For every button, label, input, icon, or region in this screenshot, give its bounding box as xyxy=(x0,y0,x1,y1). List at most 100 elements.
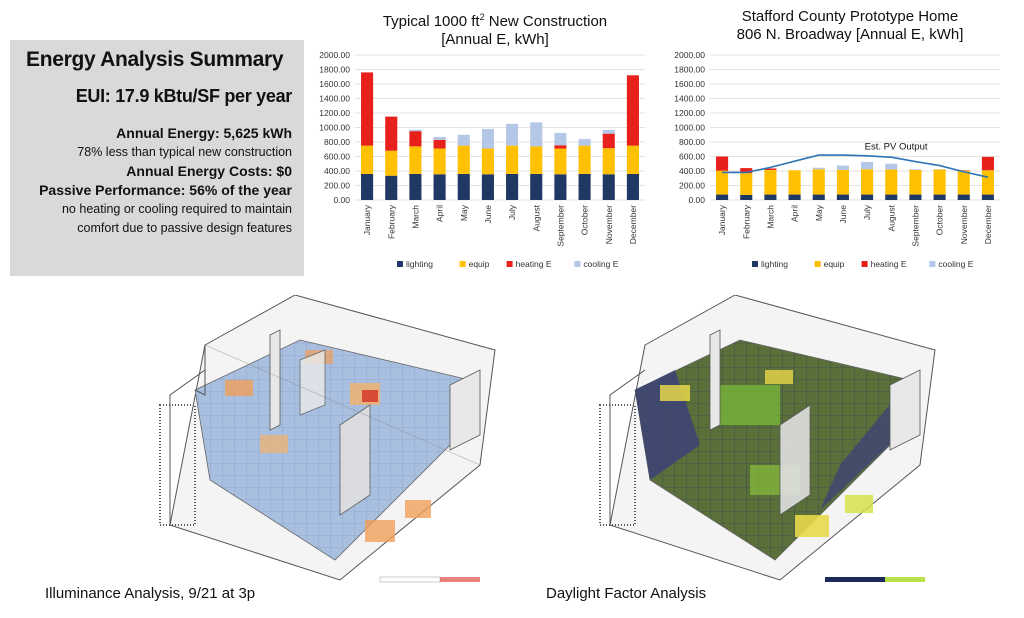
legend-swatch xyxy=(506,261,513,267)
pv-output-annotation: Est. PV Output xyxy=(865,141,928,152)
y-tick-label: 1400.00 xyxy=(319,94,350,104)
bar-heating-e xyxy=(764,168,777,170)
y-tick-label: 0.00 xyxy=(333,195,350,205)
bar-lighting xyxy=(433,174,446,200)
bar-lighting xyxy=(361,173,374,200)
x-tick-label: February xyxy=(386,204,396,239)
bar-lighting xyxy=(764,194,777,200)
legend-label: equip xyxy=(469,259,490,269)
bar-lighting xyxy=(836,194,849,200)
bar-lighting xyxy=(385,175,398,200)
bar-heating-e xyxy=(602,133,615,149)
x-tick-label: July xyxy=(507,204,517,220)
y-tick-label: 1600.00 xyxy=(674,79,705,89)
x-tick-label: February xyxy=(741,204,751,239)
bar-equip xyxy=(933,169,946,195)
legend-swatch xyxy=(861,261,868,267)
bar-equip xyxy=(578,145,591,174)
bar-cooling-e xyxy=(885,163,898,170)
passive-note-2: comfort due to passive design features xyxy=(77,221,292,235)
x-tick-label: November xyxy=(959,205,969,244)
bar-heating-e xyxy=(740,168,753,174)
legend-label: lighting xyxy=(761,259,788,269)
chart1-title-sup: 2 xyxy=(479,12,485,22)
bar-cooling-e xyxy=(530,122,543,147)
y-tick-label: 1800.00 xyxy=(319,65,350,75)
y-tick-label: 0.00 xyxy=(688,195,705,205)
chart-typical-construction: 0.00 200.00 400.00 600.00 800.00 1000.00 1200.… xyxy=(319,50,645,269)
x-tick-label: July xyxy=(862,204,872,220)
chart-prototype-home: 0.00 200.00 400.00 600.00 800.00 1000.00 1200.… xyxy=(674,50,1000,269)
bar-equip xyxy=(909,169,922,195)
y-tick-label: 800.00 xyxy=(324,137,350,147)
pv-output-line xyxy=(722,154,989,178)
bar-cooling-e xyxy=(554,132,567,146)
x-tick-label: August xyxy=(886,204,896,231)
illuminance-caption: Illuminance Analysis, 9/21 at 3p xyxy=(45,585,256,602)
bar-lighting xyxy=(957,194,970,200)
x-tick-label: October xyxy=(935,205,945,235)
bar-equip xyxy=(481,148,494,175)
bar-cooling-e xyxy=(506,123,519,146)
energy-summary-panel: Energy Analysis Summary EUI: 17.9 kBtu/S… xyxy=(10,40,304,276)
x-tick-label: May xyxy=(814,204,824,221)
bar-equip xyxy=(554,148,567,175)
legend-label: heating E xyxy=(516,259,552,269)
chart1-title-line1-end: New Construction xyxy=(484,13,608,30)
bar-cooling-e xyxy=(481,128,494,149)
bar-equip xyxy=(740,173,753,195)
passive-performance: Passive Performance: 56% of the year xyxy=(39,182,292,198)
bar-lighting xyxy=(481,174,494,200)
bar-equip xyxy=(433,148,446,175)
chart2-title-line2: 806 N. Broadway [Annual E, kWh] xyxy=(736,26,964,43)
bar-heating-e xyxy=(409,131,422,147)
bar-lighting xyxy=(530,173,543,200)
bar-cooling-e xyxy=(602,130,615,134)
chart1-title-line1: Typical 1000 ft xyxy=(382,13,480,30)
illuminance-rendering xyxy=(159,295,496,583)
bar-lighting xyxy=(602,174,615,200)
bar-equip xyxy=(506,145,519,174)
bar-lighting xyxy=(578,173,591,200)
bar-cooling-e xyxy=(812,167,825,170)
bar-lighting xyxy=(740,194,753,200)
y-tick-label: 400.00 xyxy=(679,166,705,176)
bar-equip xyxy=(836,169,849,195)
annual-energy-note: 78% less than typical new construction xyxy=(77,145,292,159)
y-tick-label: 400.00 xyxy=(324,166,350,176)
daylight-factor-rendering xyxy=(599,295,936,582)
x-tick-label: September xyxy=(910,205,920,247)
x-tick-label: December xyxy=(983,205,993,244)
x-tick-label: August xyxy=(531,204,541,231)
chart1-title: Typical 1000 ft2 New Construction [Annua… xyxy=(330,8,660,49)
x-tick-label: January xyxy=(717,204,727,235)
passive-note-1: no heating or cooling required to mainta… xyxy=(61,202,292,216)
summary-title: Energy Analysis Summary xyxy=(26,48,284,71)
bar-cooling-e xyxy=(909,169,922,170)
chart1-title-line2: [Annual E, kWh] xyxy=(441,31,549,48)
x-tick-label: April xyxy=(435,205,445,222)
bar-lighting xyxy=(909,194,922,200)
bar-heating-e xyxy=(385,116,398,151)
bar-equip xyxy=(788,170,801,195)
y-tick-label: 2000.00 xyxy=(319,50,350,60)
bar-cooling-e xyxy=(578,139,591,146)
y-tick-label: 1800.00 xyxy=(674,65,705,75)
bar-equip xyxy=(626,145,639,174)
x-tick-label: June xyxy=(838,205,848,224)
y-tick-label: 600.00 xyxy=(679,152,705,162)
bar-heating-e xyxy=(554,145,567,149)
y-tick-label: 600.00 xyxy=(324,152,350,162)
x-tick-label: March xyxy=(765,205,775,229)
bar-lighting xyxy=(716,194,729,200)
y-tick-label: 1200.00 xyxy=(674,108,705,118)
bar-lighting xyxy=(812,194,825,200)
x-tick-label: December xyxy=(628,205,638,244)
bar-heating-e xyxy=(433,139,446,149)
bar-lighting xyxy=(554,174,567,200)
bar-cooling-e xyxy=(861,161,874,170)
x-tick-label: November xyxy=(604,205,614,244)
bar-equip xyxy=(409,146,422,174)
y-tick-label: 2000.00 xyxy=(674,50,705,60)
bar-heating-e xyxy=(981,156,994,171)
